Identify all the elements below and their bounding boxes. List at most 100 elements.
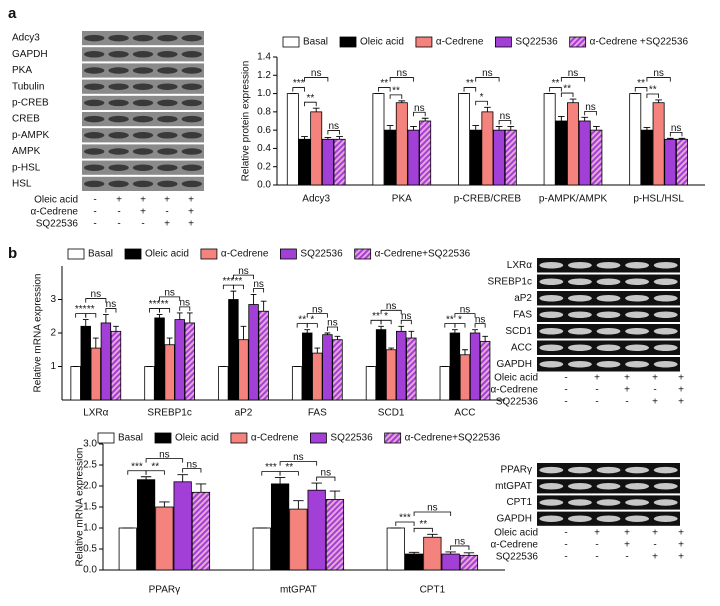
sig-bracket — [304, 77, 329, 82]
blot-band — [567, 483, 592, 490]
blot-band — [157, 67, 178, 74]
error-bar — [314, 347, 321, 354]
sig-label: ns — [159, 449, 170, 460]
sig-label: ns — [386, 301, 397, 312]
y-tick-label: 1.0 — [257, 88, 271, 99]
bar — [302, 332, 313, 401]
treatment-sign: - — [141, 219, 144, 230]
sig-bracket — [395, 521, 415, 526]
blot-band — [539, 261, 564, 269]
sig-label: ns — [671, 123, 682, 134]
legend-swatch — [124, 248, 142, 260]
sig-bracket — [474, 323, 486, 328]
bar — [365, 366, 377, 401]
sig-bracket — [634, 87, 648, 92]
sig-bracket — [463, 87, 477, 92]
error-bar — [250, 294, 257, 305]
treatment-sign: + — [140, 195, 146, 206]
bar — [325, 499, 345, 571]
treatment-sign: + — [140, 207, 146, 218]
bar — [543, 93, 556, 186]
sig-label: ** — [87, 304, 95, 315]
error-bar — [678, 137, 686, 140]
bar — [439, 366, 451, 401]
sig-bracket — [233, 274, 254, 280]
blot-band — [567, 327, 592, 335]
blot-band — [539, 466, 564, 474]
sig-label: * — [458, 314, 462, 325]
bar — [372, 93, 385, 186]
y-tick-label: 0.0 — [83, 565, 97, 576]
y-axis-label: Relative mRNA expression — [33, 274, 44, 393]
error-bar — [462, 349, 468, 355]
treatment-label: SQ22536 — [496, 552, 539, 563]
blot-band — [108, 164, 129, 171]
blot-band — [108, 67, 129, 74]
blot-band — [625, 360, 650, 368]
sig-bracket — [253, 288, 265, 293]
blot-band — [132, 164, 154, 171]
sig-label: * — [384, 311, 388, 322]
blot-band — [539, 278, 564, 286]
sig-bracket — [233, 284, 244, 290]
bar — [640, 129, 653, 186]
bar — [333, 138, 346, 186]
sig-bracket — [279, 461, 318, 466]
bar — [441, 553, 460, 571]
treatment-sign: - — [625, 552, 628, 563]
error-bar — [666, 137, 674, 140]
treatment-sign: + — [594, 373, 600, 384]
sig-bracket — [413, 511, 452, 516]
bar — [312, 352, 323, 401]
treatment-sign: + — [116, 195, 122, 206]
error-bar — [140, 476, 152, 480]
bar — [90, 347, 102, 401]
bar — [307, 489, 326, 571]
bar — [80, 325, 91, 401]
sig-label: ns — [500, 111, 511, 122]
error-bar — [260, 300, 267, 312]
blot-band — [84, 132, 105, 139]
sig-label: ** — [563, 84, 571, 95]
legend-swatch — [384, 432, 402, 444]
blot-band — [108, 148, 129, 155]
blot-band — [653, 344, 678, 352]
blot-band — [653, 515, 678, 522]
error-bar — [569, 98, 577, 103]
bar — [407, 129, 420, 186]
blot-band — [596, 499, 621, 506]
bar — [375, 329, 387, 401]
x-tick-label: LXRα — [83, 408, 108, 419]
y-tick-label: 0.4 — [257, 143, 271, 154]
sig-bracket — [182, 468, 202, 473]
sig-bracket — [85, 298, 107, 303]
blot-label: LXRα — [507, 260, 532, 271]
legend-swatch — [282, 36, 300, 48]
error-bar — [312, 107, 320, 112]
sig-label: ** — [446, 314, 454, 325]
blot-band — [108, 83, 129, 90]
error-bar — [274, 477, 286, 484]
blot-band — [157, 83, 178, 90]
legend-swatch — [569, 36, 587, 48]
sig-label: ** — [649, 85, 657, 96]
x-tick-label: PKA — [392, 194, 412, 205]
error-bar — [581, 116, 589, 121]
blot-band — [84, 34, 105, 42]
bar — [173, 481, 192, 571]
legend-label: Oleic acid — [175, 433, 219, 444]
error-bar — [427, 533, 438, 538]
blot-band — [567, 311, 592, 319]
blot-band — [625, 327, 650, 335]
blot-band — [653, 311, 678, 319]
blot-label: GAPDH — [12, 49, 48, 60]
sig-label: ns — [179, 298, 190, 309]
error-bar — [557, 115, 565, 121]
treatment-sign: - — [117, 207, 120, 218]
bar — [174, 319, 185, 401]
panel-label: a — [8, 5, 17, 22]
blot-band — [181, 51, 202, 58]
error-bar — [195, 483, 207, 493]
sig-label: ns — [427, 503, 438, 514]
blot-band — [625, 261, 650, 269]
